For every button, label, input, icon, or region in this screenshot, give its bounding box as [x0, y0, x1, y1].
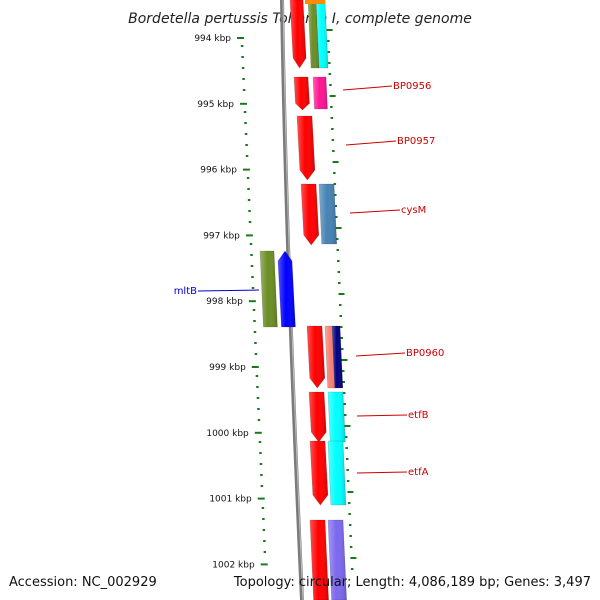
tick-label: 1002 kbp [212, 560, 255, 570]
tick-label: 1001 kbp [209, 495, 252, 505]
tick-label: 999 kbp [209, 363, 246, 373]
label-leader [355, 352, 406, 357]
mltb-feature [259, 250, 278, 328]
bp0957-feature [296, 115, 316, 181]
red-cds-feature [289, 0, 307, 69]
red-cds-feature [306, 325, 326, 389]
etfa-feature [327, 440, 347, 506]
gene-label-mltb: mltB [174, 286, 197, 297]
tick-label: 994 kbp [194, 34, 231, 44]
gene-label-etfa: etfA [408, 467, 429, 478]
label-leader [356, 471, 408, 474]
tick-label: 997 kbp [203, 231, 240, 241]
red-cds-feature [308, 391, 327, 443]
tick-label: 1000 kbp [206, 429, 249, 439]
gene-labels: BP0956 BP0957 cysM mltB BP0960 etfB etfA [174, 81, 445, 478]
blue-cds-feature [277, 250, 296, 328]
cyan-feature [315, 0, 329, 69]
orange-feature [305, 0, 325, 4]
topology-text: Topology: circular; Length: 4,086,189 bp… [233, 575, 591, 590]
gene-label-cysm: cysM [401, 205, 426, 216]
accession-text: Accession: NC_002929 [9, 575, 157, 590]
gene-label-bp0956: BP0956 [393, 81, 431, 92]
ruler: 994 kbp 995 kbp 996 kbp 997 kbp 998 kbp 999 k… [194, 29, 357, 570]
purple-feature [327, 519, 347, 600]
tick-label: 996 kbp [200, 166, 237, 176]
label-leader [342, 85, 393, 91]
label-leader [349, 209, 401, 214]
red-cds-feature [293, 76, 310, 111]
bp0956-feature [312, 76, 328, 110]
feature-tracks [259, 0, 347, 600]
gene-label-bp0960: BP0960 [406, 348, 444, 359]
red-cds-feature [300, 183, 320, 246]
cysm-feature [318, 183, 338, 245]
gene-label-etfb: etfB [408, 410, 429, 421]
label-leader [197, 289, 260, 292]
bp0960-feature [331, 325, 344, 389]
tick-label: 995 kbp [197, 100, 234, 110]
red-cds-feature [309, 519, 329, 600]
tick-label: 998 kbp [206, 297, 243, 307]
green-feature [307, 0, 320, 69]
gene-label-bp0957: BP0957 [397, 136, 435, 147]
red-cds-feature [309, 440, 329, 506]
label-leader [345, 140, 397, 146]
label-leader [356, 414, 408, 417]
etfb-feature [327, 391, 346, 443]
